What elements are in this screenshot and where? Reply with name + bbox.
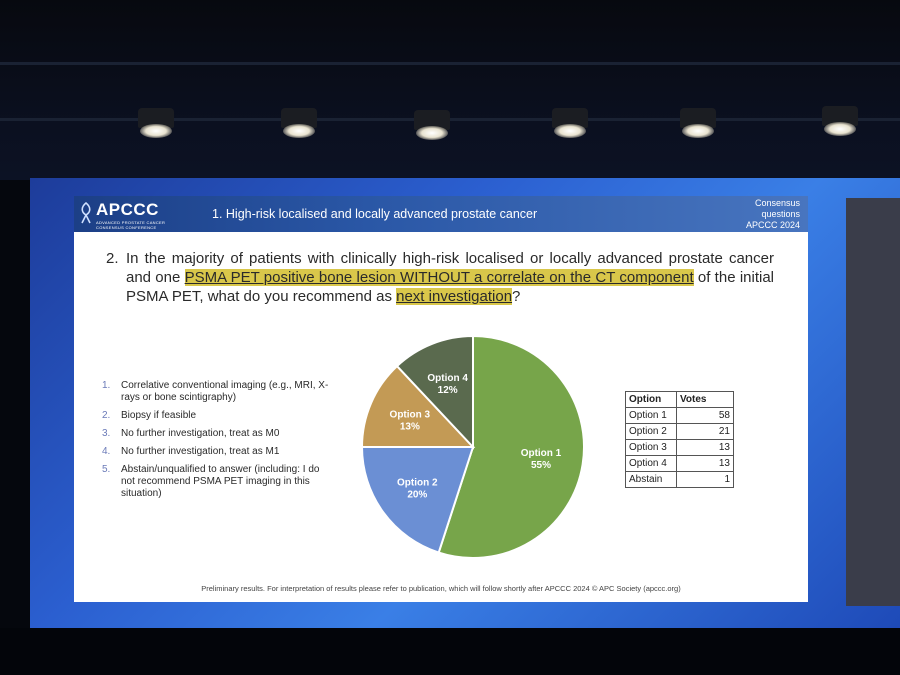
table-row: Option 2 21 <box>625 423 734 440</box>
pie-slice-label: Option 1 <box>521 448 562 459</box>
slide-header: APCCC ADVANCED PROSTATE CANCER CONSENSUS… <box>74 196 808 232</box>
highlighted-text: next investigation <box>396 288 513 305</box>
lighting-truss <box>0 118 900 121</box>
answer-options-list: 1. Correlative conventional imaging (e.g.… <box>102 380 332 506</box>
pie-slice-label: Option 2 <box>397 477 438 488</box>
ribbon-logo-icon <box>81 202 91 224</box>
table-header-row: Option Votes <box>625 391 734 408</box>
answer-option: 3. No further investigation, treat as M0 <box>102 428 280 439</box>
stage-light <box>548 108 592 140</box>
auditorium-floor <box>0 628 900 675</box>
pie-slice-percent: 12% <box>438 385 458 396</box>
table-row: Option 1 58 <box>625 407 734 424</box>
votes-table: Option Votes Option 1 58 Option 2 21 Optio… <box>625 391 734 488</box>
question-number: 2. <box>106 250 119 267</box>
pie-slice-percent: 13% <box>400 422 420 433</box>
corner-label: Consensus questions APCCC 2024 <box>745 198 800 230</box>
stage-light <box>134 108 178 140</box>
pie-slice-option-4 <box>395 334 474 450</box>
slide-footer: Preliminary results. For interpretation … <box>201 584 681 593</box>
pie-slice-percent: 55% <box>531 460 551 471</box>
question-text: 2. In the majority of patients with clin… <box>106 250 774 305</box>
table-row: Option 3 13 <box>625 439 734 456</box>
stage-light <box>676 108 720 140</box>
pie-chart: Option 155% Option 220% Option 313% Option … <box>360 334 586 559</box>
pie-slice-label: Option 3 <box>390 410 431 421</box>
side-screen-panel <box>846 198 900 606</box>
column-header: Votes <box>676 391 734 408</box>
lighting-truss <box>0 62 900 65</box>
logo-subtitle: CONSENSUS CONFERENCE <box>96 225 157 230</box>
highlighted-text: PSMA PET positive bone lesion WITHOUT a … <box>184 269 694 286</box>
pie-slice-label: Option 4 <box>427 373 468 384</box>
column-header: Option <box>625 391 677 408</box>
stage-light <box>277 108 321 140</box>
pie-slice-percent: 20% <box>407 489 427 500</box>
pie-slice-option-1 <box>437 334 586 559</box>
logo-subtitle: ADVANCED PROSTATE CANCER <box>96 220 166 225</box>
presentation-slide: APCCC ADVANCED PROSTATE CANCER CONSENSUS… <box>74 196 808 602</box>
answer-option: 2. Biopsy if feasible <box>102 410 197 421</box>
pie-slice-option-3 <box>360 364 476 448</box>
section-title: 1. High-risk localised and locally advan… <box>212 207 538 221</box>
pie-slice-option-2 <box>360 446 475 554</box>
stage-light <box>410 110 454 142</box>
stage-light <box>818 106 862 138</box>
answer-option: 5. Abstain/unqualified to answer (includi… <box>102 464 320 499</box>
logo-text: APCCC <box>96 200 159 219</box>
table-row: Abstain 1 <box>625 471 734 488</box>
answer-option: 4. No further investigation, treat as M1 <box>102 446 280 457</box>
apccc-logo: APCCC ADVANCED PROSTATE CANCER CONSENSUS… <box>96 200 165 230</box>
answer-option: 1. Correlative conventional imaging (e.g.… <box>102 380 329 403</box>
ceiling <box>0 0 900 180</box>
table-row: Option 4 13 <box>625 455 734 472</box>
